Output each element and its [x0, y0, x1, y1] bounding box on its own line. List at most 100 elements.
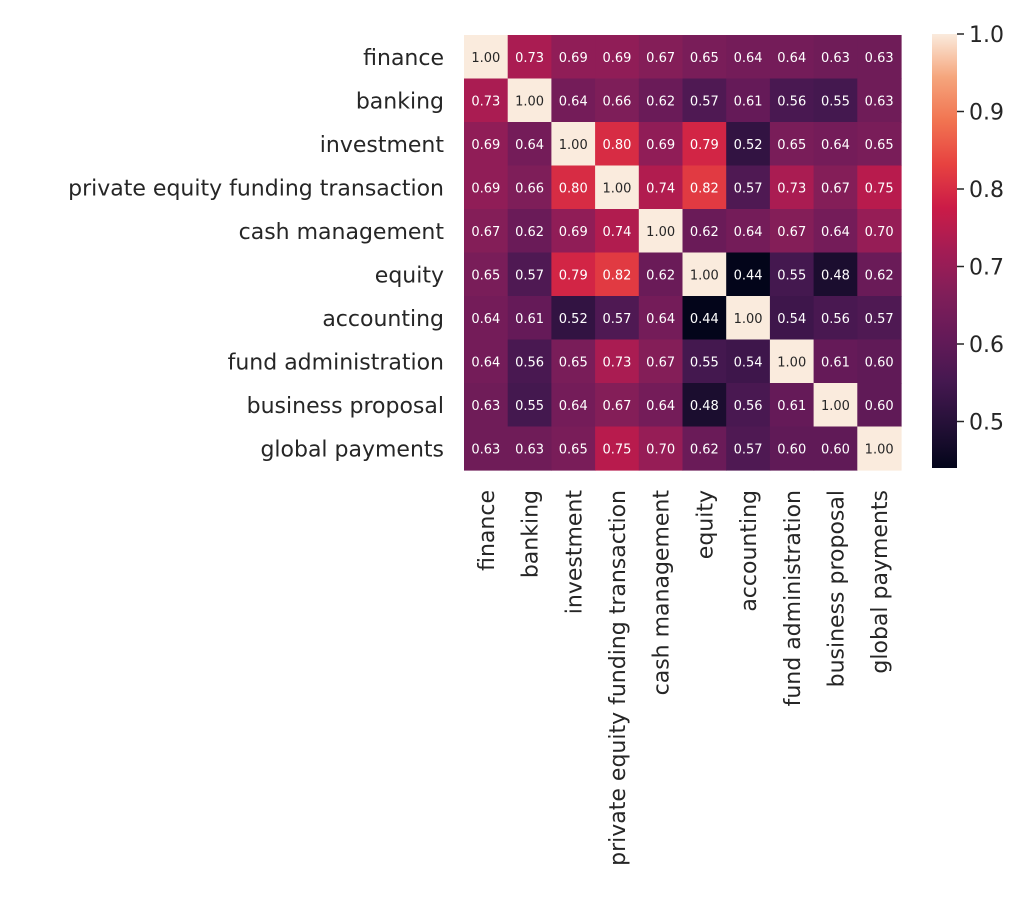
cell-value-label: 0.73	[515, 51, 544, 66]
cell-value-label: 0.67	[777, 225, 806, 240]
heatmap-cell	[769, 296, 815, 341]
heatmap-cell	[464, 78, 509, 123]
heatmap-cell	[813, 209, 858, 254]
cell-value-label: 0.56	[515, 355, 544, 370]
heatmap-cell	[507, 296, 552, 341]
heatmap-cell	[551, 35, 596, 80]
cell-value-label: 0.55	[821, 94, 850, 109]
cell-value-label: 0.57	[515, 268, 544, 283]
x-tick-label: private equity funding transaction	[606, 490, 631, 866]
cell-value-label: 0.56	[734, 399, 763, 414]
heatmap-cell	[464, 252, 509, 297]
cell-value-label: 0.75	[602, 442, 631, 457]
y-tick-label: accounting	[322, 307, 444, 332]
colorbar: 0.5 0.6 0.7 0.8 0.9 1.0	[932, 23, 1004, 468]
cell-value-label: 0.64	[515, 138, 544, 153]
cell-value-label: 0.82	[602, 268, 631, 283]
cell-value-label: 0.73	[777, 181, 806, 196]
heatmap-cell	[857, 122, 902, 167]
y-tick-label: global payments	[260, 437, 444, 462]
heatmap-cell	[507, 78, 552, 123]
heatmap-cell	[551, 383, 596, 428]
heatmap-cell	[595, 426, 640, 471]
heatmap-cell	[638, 426, 684, 471]
heatmap-cell	[551, 252, 596, 297]
cell-value-label: 1.00	[559, 138, 588, 153]
cell-value-label: 0.69	[471, 138, 500, 153]
heatmap-cell	[769, 78, 815, 123]
heatmap-cell	[769, 426, 815, 471]
cell-value-label: 1.00	[646, 225, 675, 240]
cell-value-label: 0.66	[515, 181, 544, 196]
cell-value-label: 0.56	[821, 312, 850, 327]
cell-value-label: 0.61	[821, 355, 850, 370]
cell-value-label: 0.80	[559, 181, 588, 196]
heatmap-cell	[726, 165, 771, 210]
heatmap-cell	[595, 209, 640, 254]
heatmap-cell	[551, 339, 596, 384]
cell-value-label: 0.63	[471, 442, 500, 457]
heatmap-cell	[595, 165, 640, 210]
cell-value-label: 0.63	[865, 94, 894, 109]
heatmap-cell	[464, 35, 509, 80]
cell-value-label: 0.55	[777, 268, 806, 283]
heatmap-cell	[726, 78, 771, 123]
x-tick-label: global payments	[868, 490, 893, 674]
cell-value-label: 0.67	[602, 399, 631, 414]
cell-value-label: 0.54	[777, 312, 806, 327]
y-tick-label: investment	[320, 133, 445, 158]
cell-value-label: 0.64	[777, 51, 806, 66]
cell-value-label: 0.57	[602, 312, 631, 327]
cell-value-label: 1.00	[821, 399, 850, 414]
cell-value-label: 0.48	[690, 399, 719, 414]
cell-value-label: 0.63	[515, 442, 544, 457]
heatmap-cell	[726, 339, 771, 384]
cell-value-label: 0.82	[690, 181, 719, 196]
cell-value-label: 0.52	[734, 138, 763, 153]
heatmap-cell	[813, 78, 858, 123]
heatmap-cell	[595, 252, 640, 297]
cell-value-label: 0.44	[690, 312, 719, 327]
cell-value-label: 0.61	[734, 94, 763, 109]
heatmap-cell	[464, 209, 509, 254]
cell-value-label: 0.56	[777, 94, 806, 109]
cell-value-label: 0.55	[515, 399, 544, 414]
heatmap-cell	[638, 165, 684, 210]
heatmap-cell	[464, 426, 509, 471]
heatmap-cell	[464, 296, 509, 341]
heatmap-cell	[464, 122, 509, 167]
cell-value-label: 0.63	[471, 399, 500, 414]
cell-value-label: 0.73	[602, 355, 631, 370]
cell-value-label: 0.52	[559, 312, 588, 327]
cell-value-label: 0.62	[690, 442, 719, 457]
heatmap-cell	[769, 252, 815, 297]
heatmap-cell	[857, 209, 902, 254]
cell-value-label: 0.63	[821, 51, 850, 66]
heatmap-cell	[726, 35, 771, 80]
cell-value-label: 1.00	[515, 94, 544, 109]
heatmap-cell	[638, 383, 684, 428]
cell-value-label: 0.62	[690, 225, 719, 240]
heatmap-cell	[813, 296, 858, 341]
cell-value-label: 0.62	[515, 225, 544, 240]
cell-value-label: 0.64	[471, 312, 500, 327]
heatmap-cell	[769, 165, 815, 210]
cell-value-label: 0.57	[865, 312, 894, 327]
cell-value-label: 0.80	[602, 138, 631, 153]
heatmap-cell	[638, 209, 684, 254]
cell-value-label: 1.00	[690, 268, 719, 283]
heatmap-cell	[507, 426, 552, 471]
cell-value-label: 0.74	[602, 225, 631, 240]
cell-value-label: 0.64	[646, 399, 675, 414]
x-tick-label: accounting	[737, 490, 762, 612]
heatmap-cell-labels: 1.00 0.73 0.69 0.69 0.67 0.65 0.64 0.64 0.63 0.63…	[471, 51, 893, 458]
heatmap-cell	[682, 122, 727, 167]
y-tick-label: banking	[356, 89, 444, 114]
cell-value-label: 0.67	[821, 181, 850, 196]
x-tick-label: equity	[693, 490, 718, 559]
heatmap-cell	[638, 252, 684, 297]
heatmap-cell	[507, 209, 552, 254]
cell-value-label: 0.79	[690, 138, 719, 153]
heatmap-cell	[813, 339, 858, 384]
